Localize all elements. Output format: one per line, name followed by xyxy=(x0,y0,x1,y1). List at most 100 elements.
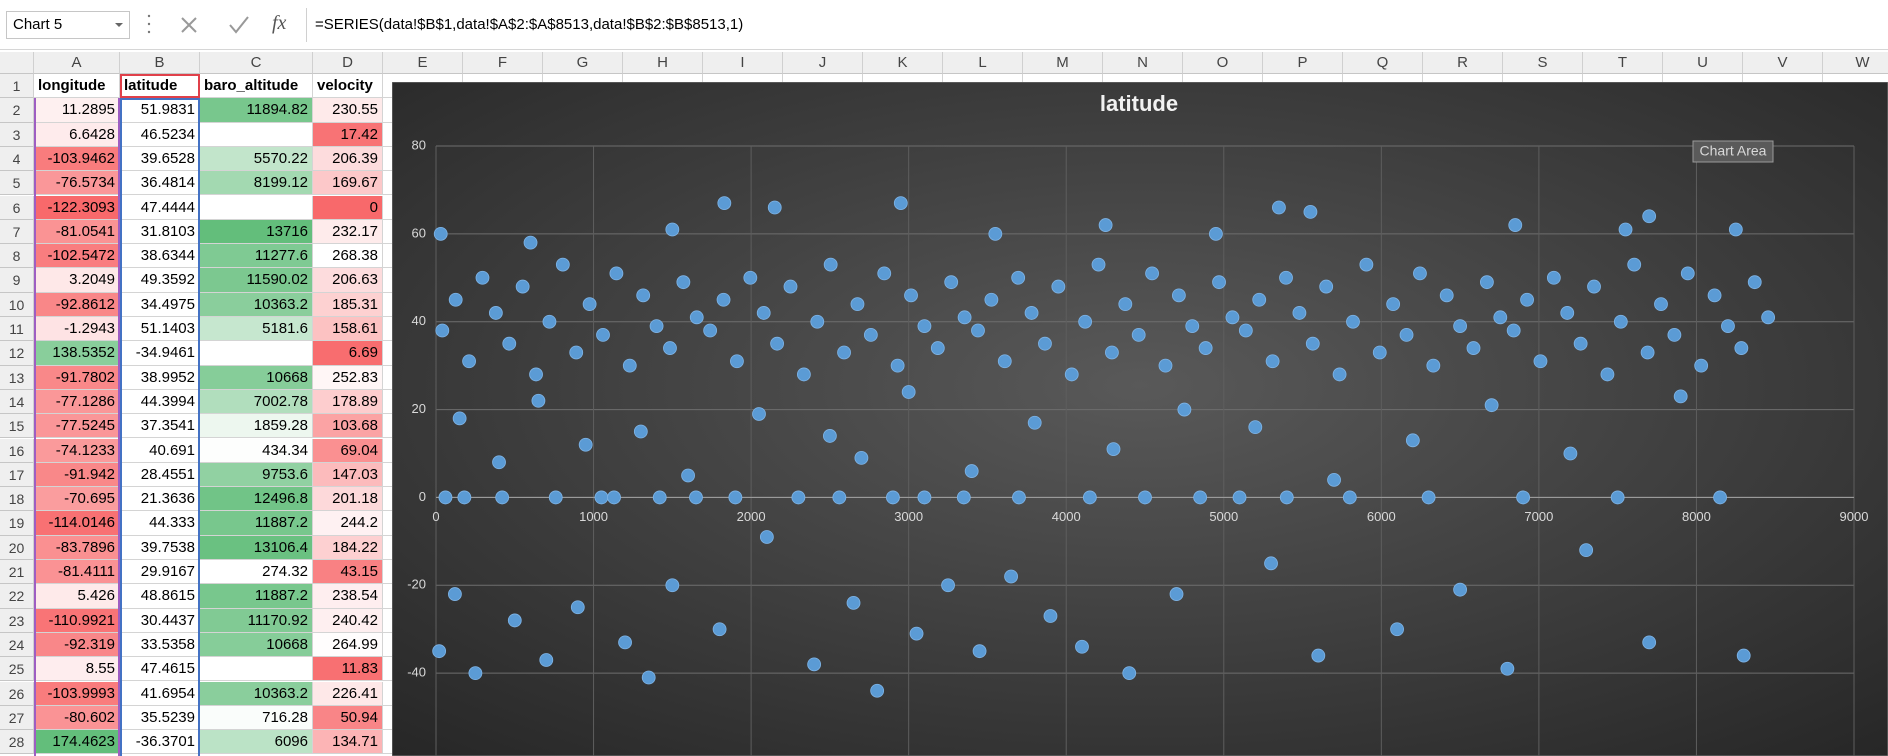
cell[interactable]: -74.1233 xyxy=(34,438,120,463)
cell[interactable]: 169.67 xyxy=(313,171,383,196)
row-header[interactable]: 14 xyxy=(0,389,34,415)
cell[interactable]: 0 xyxy=(313,195,383,220)
column-header[interactable]: Q xyxy=(1343,52,1423,74)
cell[interactable]: -114.0146 xyxy=(34,511,120,536)
cell[interactable]: -92.8612 xyxy=(34,292,120,317)
cell[interactable]: 232.17 xyxy=(313,219,383,245)
cell[interactable]: 11277.6 xyxy=(200,244,313,269)
row-header[interactable]: 10 xyxy=(0,292,34,317)
cell[interactable]: 11170.92 xyxy=(200,608,313,633)
column-header[interactable]: J xyxy=(783,52,863,74)
cell[interactable]: 6096 xyxy=(200,730,313,755)
row-header[interactable]: 27 xyxy=(0,705,34,731)
corner[interactable] xyxy=(0,52,34,74)
cell[interactable]: 240.42 xyxy=(313,608,383,633)
column-header[interactable]: W xyxy=(1823,52,1888,74)
cell[interactable]: 28.4551 xyxy=(120,462,200,488)
row-header[interactable]: 25 xyxy=(0,657,34,682)
column-header[interactable]: F xyxy=(463,52,543,74)
cell[interactable]: -102.5472 xyxy=(34,244,120,269)
row-header[interactable]: 22 xyxy=(0,584,34,609)
cell[interactable]: 30.4437 xyxy=(120,608,200,633)
row-header[interactable]: 13 xyxy=(0,365,34,390)
fx-label[interactable]: fx xyxy=(272,12,287,34)
row-header[interactable]: 18 xyxy=(0,487,34,512)
cell[interactable]: -81.0541 xyxy=(34,219,120,245)
row-header[interactable]: 4 xyxy=(0,146,34,172)
cell[interactable]: 206.39 xyxy=(313,146,383,172)
cell[interactable]: 6.6428 xyxy=(34,122,120,147)
cell[interactable]: 41.6954 xyxy=(120,681,200,706)
cell[interactable]: -76.5734 xyxy=(34,171,120,196)
column-header[interactable]: N xyxy=(1103,52,1183,74)
cell[interactable]: -77.5245 xyxy=(34,414,120,439)
cell[interactable]: 226.41 xyxy=(313,681,383,706)
cell[interactable]: 201.18 xyxy=(313,487,383,512)
cell[interactable]: 29.9167 xyxy=(120,560,200,585)
cell[interactable]: -81.4111 xyxy=(34,560,120,585)
cell[interactable]: 274.32 xyxy=(200,560,313,585)
column-header[interactable]: S xyxy=(1503,52,1583,74)
chart-area[interactable] xyxy=(392,82,1888,756)
cell[interactable]: 10668 xyxy=(200,365,313,390)
row-header[interactable]: 16 xyxy=(0,438,34,463)
cell[interactable]: -103.9993 xyxy=(34,681,120,706)
cell[interactable] xyxy=(200,657,313,682)
column-header[interactable]: E xyxy=(383,52,463,74)
cell[interactable]: 103.68 xyxy=(313,414,383,439)
row-header[interactable]: 15 xyxy=(0,414,34,439)
cell[interactable]: 11894.82 xyxy=(200,98,313,123)
cell[interactable]: 50.94 xyxy=(313,705,383,731)
row-header[interactable]: 28 xyxy=(0,730,34,755)
cell[interactable]: 434.34 xyxy=(200,438,313,463)
column-header[interactable]: M xyxy=(1023,52,1103,74)
cell[interactable]: 46.5234 xyxy=(120,122,200,147)
row-header[interactable]: 6 xyxy=(0,195,34,220)
cell[interactable]: -91.942 xyxy=(34,462,120,488)
cell[interactable]: 38.9952 xyxy=(120,365,200,390)
cell[interactable]: 31.8103 xyxy=(120,219,200,245)
column-header[interactable]: V xyxy=(1743,52,1823,74)
header-cell[interactable]: longitude xyxy=(34,74,120,99)
cell[interactable]: 35.5239 xyxy=(120,705,200,731)
cell[interactable]: 184.22 xyxy=(313,535,383,560)
cell[interactable]: 6.69 xyxy=(313,341,383,366)
cell[interactable]: 11887.2 xyxy=(200,511,313,536)
cell[interactable]: 43.15 xyxy=(313,560,383,585)
header-cell[interactable]: velocity xyxy=(313,74,383,99)
column-header[interactable]: K xyxy=(863,52,943,74)
row-header[interactable]: 9 xyxy=(0,268,34,293)
row-header[interactable]: 24 xyxy=(0,632,34,658)
cell[interactable]: 51.1403 xyxy=(120,317,200,342)
cell[interactable]: 5181.6 xyxy=(200,317,313,342)
column-header[interactable]: D xyxy=(313,52,383,74)
cell[interactable]: 33.5358 xyxy=(120,632,200,658)
column-header[interactable]: G xyxy=(543,52,623,74)
cell[interactable] xyxy=(200,341,313,366)
row-header[interactable]: 23 xyxy=(0,608,34,633)
cell[interactable] xyxy=(200,122,313,147)
cell[interactable]: 9753.6 xyxy=(200,462,313,488)
cell[interactable]: 268.38 xyxy=(313,244,383,269)
cell[interactable]: 10668 xyxy=(200,632,313,658)
column-header[interactable]: C xyxy=(200,52,313,74)
cell[interactable]: 244.2 xyxy=(313,511,383,536)
row-header[interactable]: 20 xyxy=(0,535,34,560)
cell[interactable]: 206.63 xyxy=(313,268,383,293)
row-header[interactable]: 11 xyxy=(0,317,34,342)
cell[interactable]: 10363.2 xyxy=(200,681,313,706)
chart[interactable]: latitude -40 -20 0 20 40 60 80 0 1000 2000 3000 400… xyxy=(392,82,1888,756)
cell[interactable]: 47.4444 xyxy=(120,195,200,220)
cell[interactable]: -103.9462 xyxy=(34,146,120,172)
cell[interactable]: 8.55 xyxy=(34,657,120,682)
column-header[interactable]: R xyxy=(1423,52,1503,74)
cell[interactable]: 11.2895 xyxy=(34,98,120,123)
row-header[interactable]: 12 xyxy=(0,341,34,366)
cell[interactable]: 11590.02 xyxy=(200,268,313,293)
name-box-arrow[interactable] xyxy=(112,18,126,32)
cell[interactable]: -83.7896 xyxy=(34,535,120,560)
cell[interactable]: 158.61 xyxy=(313,317,383,342)
cell[interactable]: 38.6344 xyxy=(120,244,200,269)
cell[interactable]: 69.04 xyxy=(313,438,383,463)
column-header[interactable]: U xyxy=(1663,52,1743,74)
